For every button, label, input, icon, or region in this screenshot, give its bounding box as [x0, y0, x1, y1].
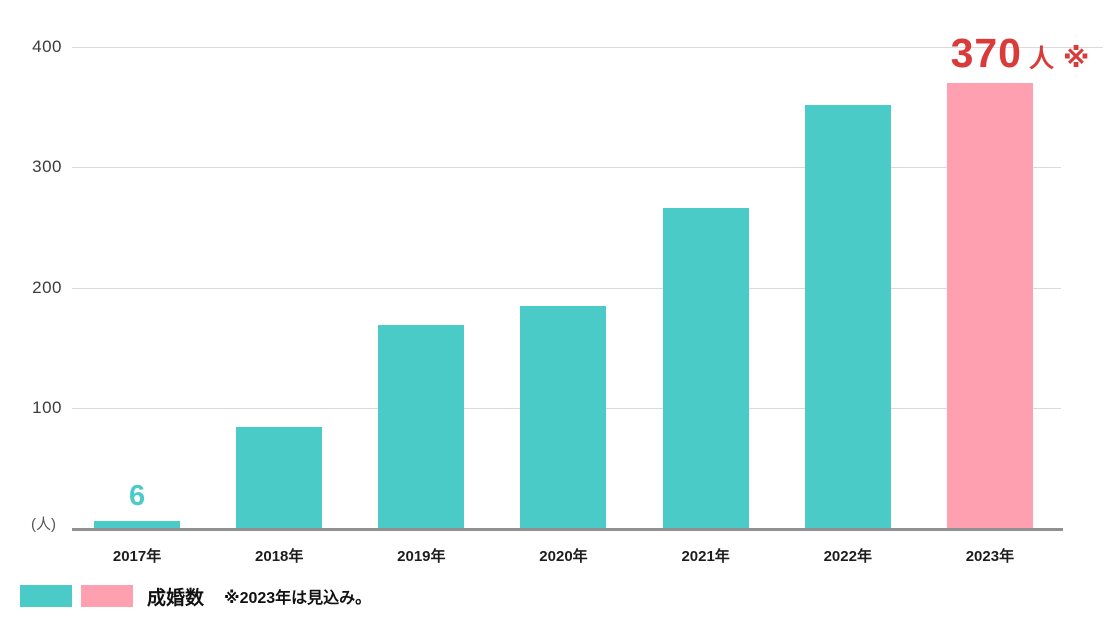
bar-value-label-part: 人 — [1028, 45, 1054, 74]
bar-column: 266 2021年 — [635, 47, 777, 565]
bar — [804, 104, 891, 528]
bar — [236, 427, 323, 528]
legend-series-label: 成婚数 — [147, 587, 205, 609]
bar-column: 84 2018年 — [208, 47, 350, 565]
y-axis-tick-label: 300 — [32, 157, 62, 177]
gridline — [72, 287, 1061, 289]
bar-value-label: 84 — [263, 53, 295, 84]
bar-value-label-part: ※ — [1063, 43, 1090, 74]
bar-forecast — [946, 83, 1033, 528]
legend-swatch-actual — [20, 585, 72, 607]
x-axis-category-label: 2023年 — [965, 548, 1015, 565]
x-axis-category-label: 2022年 — [823, 548, 872, 565]
bar-value-label-forecast: 370 人 ※ — [951, 30, 1090, 77]
bar — [520, 305, 607, 528]
y-axis-unit-label: (人) — [31, 516, 56, 533]
bar-column: 352 2022年 — [777, 47, 919, 565]
bar — [378, 324, 465, 528]
bar-value-label: 6 — [128, 479, 146, 512]
bar — [94, 520, 181, 528]
x-axis-category-label: 2021年 — [681, 548, 730, 565]
gridline — [72, 47, 1103, 48]
y-axis-tick-label: 200 — [32, 277, 62, 297]
legend: 成婚数 ※2023年は見込み。 — [20, 584, 372, 609]
x-axis-category-label: 2017年 — [112, 548, 162, 565]
bar-value-label: 352 — [824, 53, 872, 84]
bar-column: 169 2019年 — [350, 47, 492, 565]
y-axis-tick-label: 400 — [32, 37, 62, 56]
plot-area: 6 2017年 84 2018年 169 2019年 185 2020年 266 2021年 352… — [66, 30, 1103, 565]
bar-value-label: 266 — [682, 53, 729, 84]
bar-column: 370 人 ※ 2023年 — [919, 30, 1089, 565]
x-axis-category-label: 2019年 — [397, 548, 446, 565]
x-axis-category-label: 2020年 — [539, 548, 588, 565]
bar-column: 6 2017年 — [66, 47, 208, 565]
bar-value-label-part: 370 — [950, 30, 1022, 77]
bar-column: 185 2020年 — [492, 47, 634, 565]
x-axis-category-label: 2018年 — [255, 548, 304, 565]
y-axis-tick-label: 100 — [32, 397, 62, 417]
bar-value-label: 185 — [540, 53, 587, 84]
bar — [662, 208, 749, 528]
legend-note: ※2023年は見込み。 — [224, 590, 372, 607]
gridline — [72, 167, 1061, 169]
x-axis-line — [72, 528, 1063, 531]
y-axis: 100 200 300 400 — [0, 37, 62, 528]
bar-value-label: 169 — [397, 53, 445, 84]
legend-swatch-forecast — [81, 585, 133, 607]
